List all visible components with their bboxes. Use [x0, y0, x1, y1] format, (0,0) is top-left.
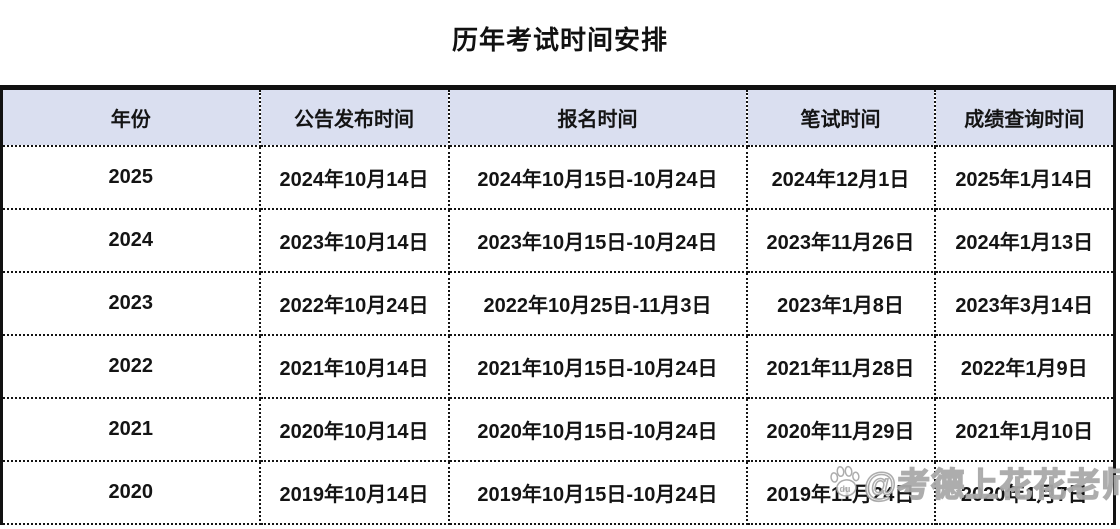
cell-announcement-time: 2020年10月14日 — [258, 396, 450, 462]
cell-year: 2022 — [0, 333, 261, 399]
table-row-2025: 2025 2024年10月14日 2024年10月15日-10月24日 2024… — [0, 144, 1116, 210]
cell-year: 2020 — [0, 459, 261, 525]
cell-announcement-time: 2022年10月24日 — [258, 270, 450, 336]
cell-registration-time: 2024年10月15日-10月24日 — [447, 144, 748, 210]
cell-written-exam-time: 2024年12月1日 — [745, 144, 936, 210]
cell-score-query-time: 2023年3月14日 — [933, 270, 1116, 336]
table-row-2021: 2021 2020年10月14日 2020年10月15日-10月24日 2020… — [0, 396, 1116, 462]
cell-score-query-time: 2024年1月13日 — [933, 207, 1116, 273]
cell-registration-time: 2019年10月15日-10月24日 — [447, 459, 748, 525]
cell-announcement-time: 2024年10月14日 — [258, 144, 450, 210]
cell-registration-time: 2023年10月15日-10月24日 — [447, 207, 748, 273]
exam-schedule-table-wrap: 年份 公告发布时间 报名时间 笔试时间 成绩查询时间 2025 2024年10月… — [0, 85, 1116, 525]
cell-registration-time: 2022年10月25日-11月3日 — [447, 270, 748, 336]
cell-year: 2024 — [0, 207, 261, 273]
table-row-2024: 2024 2023年10月14日 2023年10月15日-10月24日 2023… — [0, 207, 1116, 273]
column-header-score-query-time: 成绩查询时间 — [933, 86, 1116, 147]
exam-schedule-table: 年份 公告发布时间 报名时间 笔试时间 成绩查询时间 2025 2024年10月… — [0, 85, 1116, 525]
column-header-announcement-time: 公告发布时间 — [258, 86, 450, 147]
cell-year: 2021 — [0, 396, 261, 462]
cell-score-query-time: 2025年1月14日 — [933, 144, 1116, 210]
cell-registration-time: 2021年10月15日-10月24日 — [447, 333, 748, 399]
header-row: 年份 公告发布时间 报名时间 笔试时间 成绩查询时间 — [0, 86, 1116, 147]
table-row-2022: 2022 2021年10月14日 2021年10月15日-10月24日 2021… — [0, 333, 1116, 399]
cell-score-query-time: 2020年1月7日 — [933, 459, 1116, 525]
cell-written-exam-time: 2023年1月8日 — [745, 270, 936, 336]
cell-written-exam-time: 2021年11月28日 — [745, 333, 936, 399]
column-header-written-exam-time: 笔试时间 — [745, 86, 936, 147]
cell-score-query-time: 2022年1月9日 — [933, 333, 1116, 399]
cell-written-exam-time: 2019年11月24日 — [745, 459, 936, 525]
page-title: 历年考试时间安排 — [451, 25, 668, 55]
cell-score-query-time: 2021年1月10日 — [933, 396, 1116, 462]
table-row-2023: 2023 2022年10月24日 2022年10月25日-11月3日 2023年… — [0, 270, 1116, 336]
cell-year: 2023 — [0, 270, 261, 336]
cell-registration-time: 2020年10月15日-10月24日 — [447, 396, 748, 462]
column-header-year: 年份 — [0, 86, 261, 147]
cell-announcement-time: 2023年10月14日 — [258, 207, 450, 273]
cell-written-exam-time: 2020年11月29日 — [745, 396, 936, 462]
cell-announcement-time: 2021年10月14日 — [258, 333, 450, 399]
cell-written-exam-time: 2023年11月26日 — [745, 207, 936, 273]
cell-announcement-time: 2019年10月14日 — [258, 459, 450, 525]
column-header-registration-time: 报名时间 — [447, 86, 748, 147]
cell-year: 2025 — [0, 144, 261, 210]
table-row-2020: 2020 2019年10月14日 2019年10月15日-10月24日 2019… — [0, 459, 1116, 525]
